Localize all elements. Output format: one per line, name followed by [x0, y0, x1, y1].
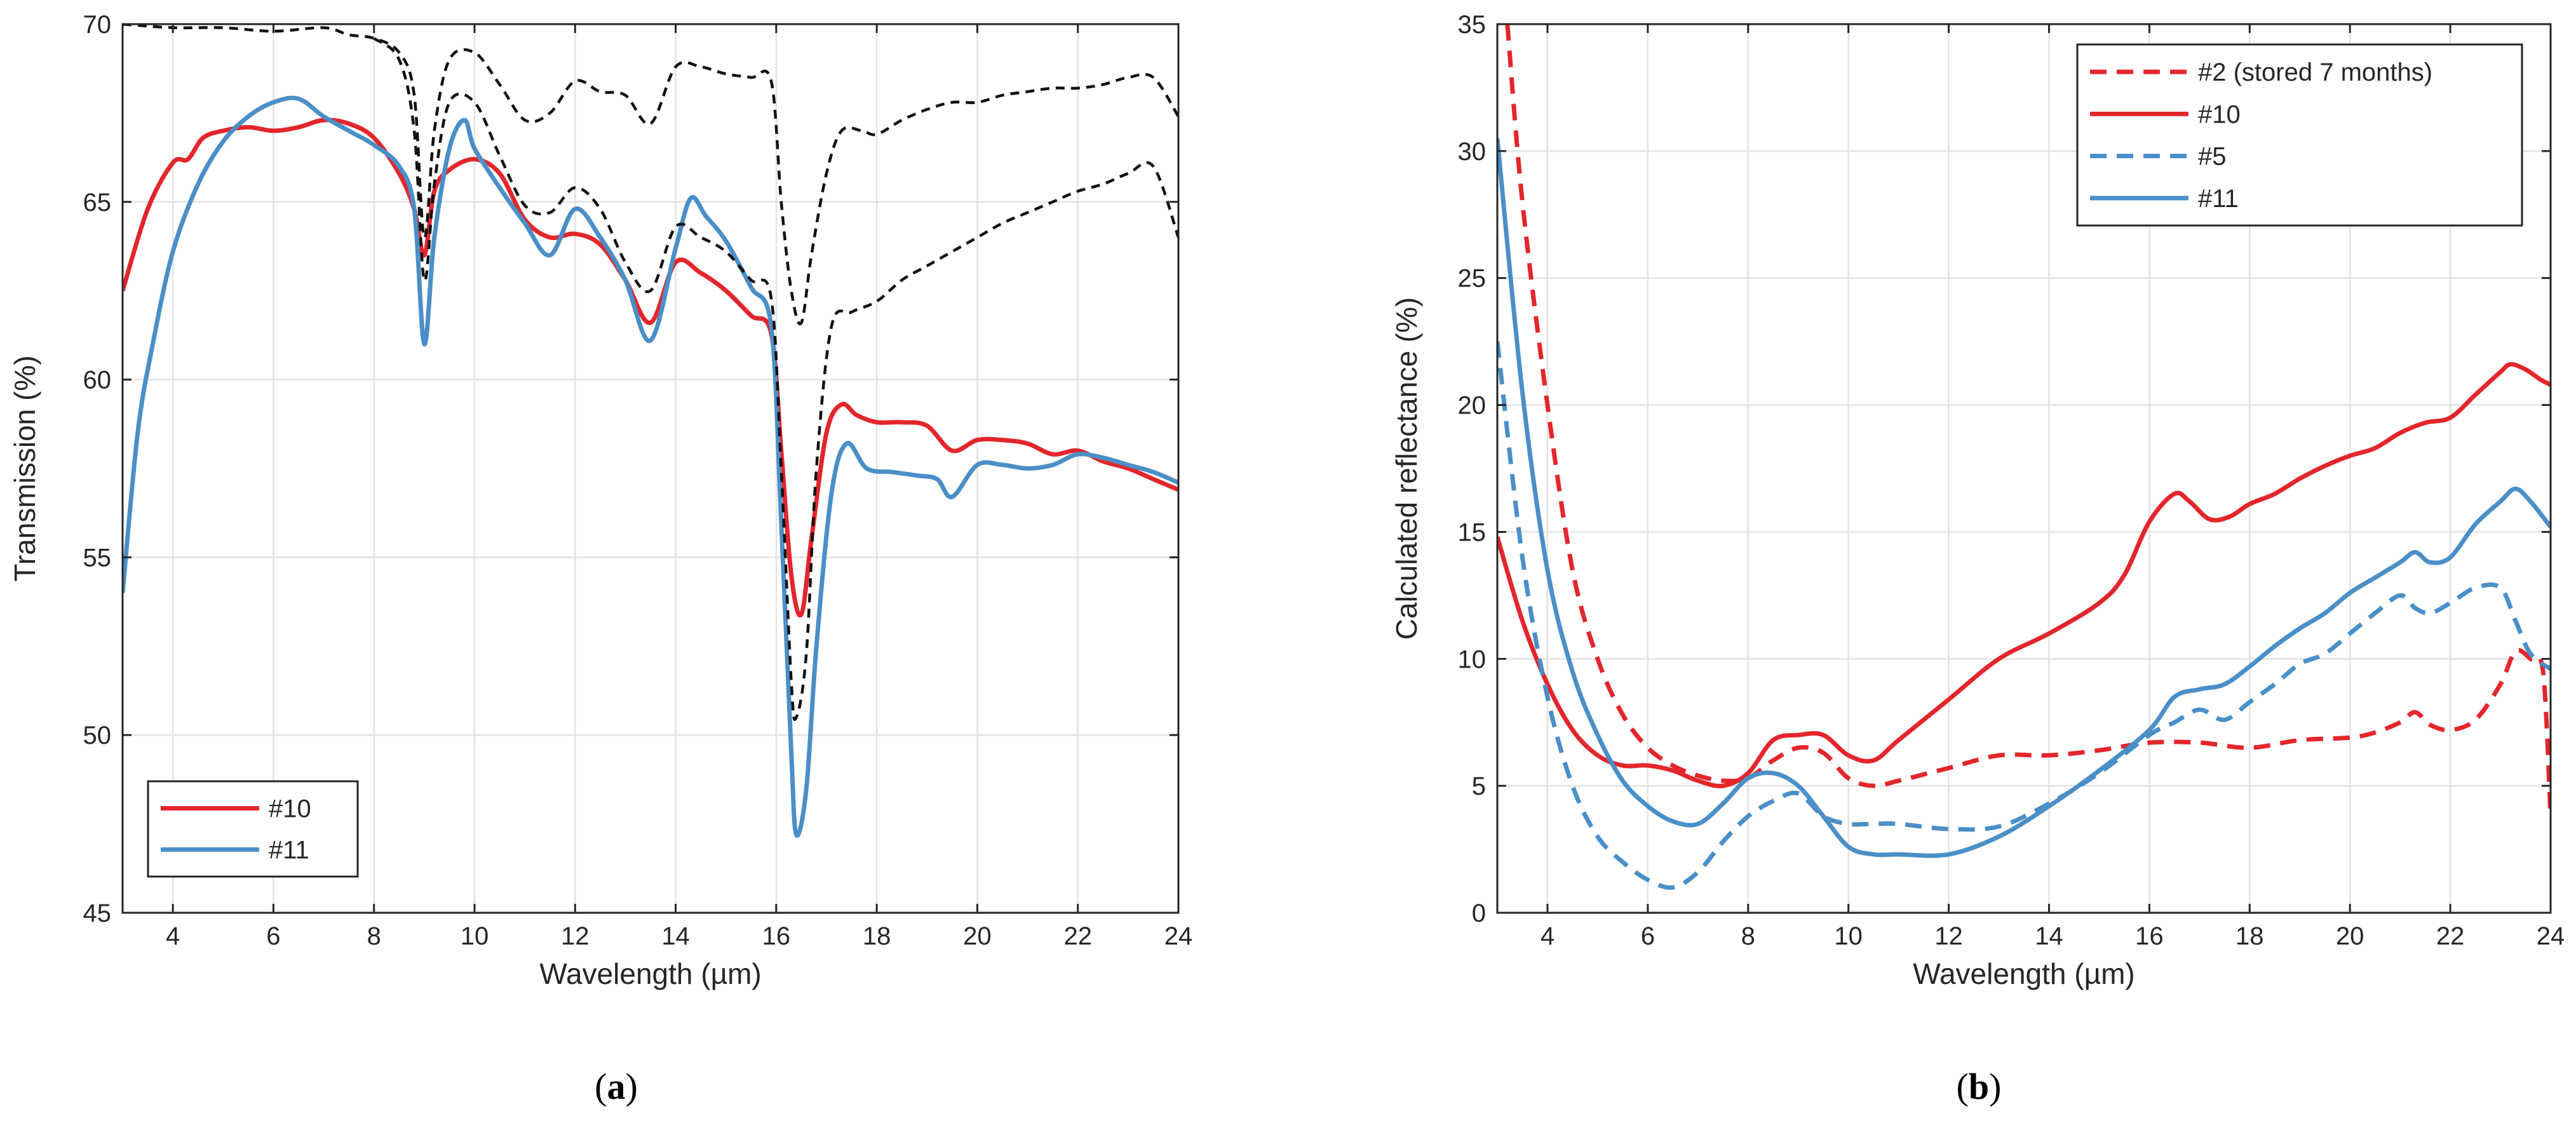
y-axis-label: Transmission (%): [8, 355, 41, 581]
x-tick-label: 16: [2135, 922, 2164, 950]
caption-a-open: (: [595, 1066, 607, 1107]
y-tick-label: 70: [83, 11, 112, 39]
x-tick-label: 12: [561, 922, 590, 950]
x-tick-label: 14: [661, 922, 690, 950]
series-line-1-3: [1497, 138, 2551, 858]
y-tick-label: 65: [83, 189, 112, 217]
legend-label: #11: [2198, 185, 2239, 213]
panel-b-reflectance-chart: 4 6 8 10 12 14 16 18 20 22 24 0 5 10 15 20 25 30 35 Wavelen…: [1390, 11, 2565, 990]
axes-frame: [1496, 23, 2552, 914]
legend: #10 #11: [147, 780, 359, 878]
y-tick-label: 0: [1472, 899, 1486, 927]
caption-a-label: a: [607, 1066, 626, 1107]
x-tick-label: 24: [1164, 922, 1193, 950]
series-line-1-2: [1497, 341, 2551, 890]
y-tick-label: 10: [1458, 645, 1487, 673]
legend-label: #11: [269, 837, 309, 864]
panel-a-transmission-chart: 4 6 8 10 12 14 16 18 20 22 24 45 50 55 60 65 70 Wavelengt…: [8, 11, 1192, 990]
series-line-0-0: [123, 118, 1178, 618]
y-tick-label: 30: [1458, 138, 1487, 166]
caption-b: (b): [1957, 1066, 2002, 1107]
legend-label: #10: [2198, 100, 2241, 128]
y-tick-label: 35: [1458, 11, 1487, 39]
caption-a: (a): [595, 1066, 638, 1107]
svg-text:(a): (a): [595, 1066, 638, 1107]
x-tick-label: 6: [266, 922, 280, 950]
y-tick-label: 55: [83, 544, 112, 572]
x-tick-label: 22: [2436, 922, 2465, 950]
x-tick-label: 14: [2035, 922, 2063, 950]
x-tick-label: 12: [1934, 922, 1963, 950]
x-tick-label: 18: [2235, 922, 2264, 950]
x-tick-label: 16: [762, 922, 791, 950]
x-tick-label: 18: [863, 922, 891, 950]
x-tick-label: 8: [1741, 922, 1755, 950]
series-group: [1497, 24, 2551, 890]
legend-box: [2076, 43, 2523, 227]
caption-b-open: (: [1957, 1066, 1969, 1107]
x-tick-label: 4: [166, 922, 180, 950]
series-line-1-1: [1497, 362, 2551, 789]
y-tick-label: 25: [1458, 265, 1487, 293]
legend-label: #2 (stored 7 months): [2198, 58, 2432, 86]
series-line-0-3: [373, 37, 1178, 721]
series-line-1-0: [1505, 24, 2551, 817]
series-line-0-2: [123, 24, 1178, 326]
x-tick-label: 8: [367, 922, 381, 950]
legend-label: #5: [2198, 143, 2227, 171]
series-line-0-1: [123, 95, 1178, 838]
y-tick-label: 50: [83, 722, 112, 750]
x-tick-label: 10: [461, 922, 489, 950]
y-tick-label: 45: [83, 899, 112, 927]
x-tick-label: 20: [2336, 922, 2364, 950]
caption-b-close: ): [1989, 1066, 2001, 1107]
y-tick-label: 15: [1458, 518, 1487, 546]
legend-label: #10: [269, 795, 311, 823]
x-axis-label: Wavelength (µm): [1913, 957, 2134, 990]
svg-text:(b): (b): [1957, 1066, 2002, 1107]
x-tick-label: 4: [1541, 922, 1554, 950]
legend-box: [147, 780, 359, 878]
caption-a-close: ): [626, 1066, 638, 1107]
x-tick-label: 10: [1834, 922, 1863, 950]
x-axis-label: Wavelength (µm): [539, 957, 761, 990]
caption-b-label: b: [1969, 1066, 1989, 1107]
legend: #2 (stored 7 months) #10 #5 #11: [2076, 43, 2523, 227]
y-tick-label: 20: [1458, 392, 1487, 420]
x-tick-label: 20: [963, 922, 992, 950]
axes-frame: [121, 23, 1180, 914]
y-axis-label: Calculated reflectance (%): [1390, 297, 1423, 640]
x-tick-label: 24: [2537, 922, 2565, 950]
series-group: [123, 24, 1178, 838]
x-tick-label: 6: [1641, 922, 1655, 950]
y-tick-label: 60: [83, 367, 112, 394]
x-tick-label: 22: [1063, 922, 1092, 950]
y-tick-label: 5: [1472, 772, 1486, 800]
